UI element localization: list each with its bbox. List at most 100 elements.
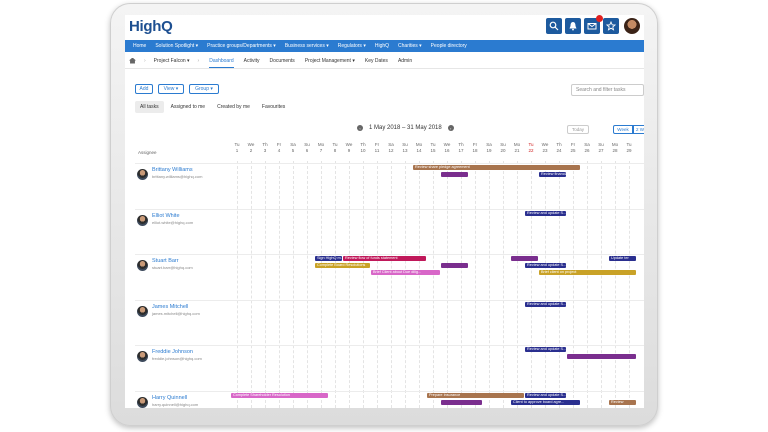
assignee-avatar bbox=[137, 351, 148, 362]
task-bar[interactable]: Prepare Insurance bbox=[427, 392, 524, 398]
filter-tab[interactable]: Favourites bbox=[261, 104, 286, 110]
today-button[interactable]: Today bbox=[567, 125, 589, 134]
grid-column-line bbox=[349, 161, 350, 408]
project-breadcrumb[interactable]: Project Falcon ▾ bbox=[153, 57, 190, 64]
filter-tab[interactable]: Created by me bbox=[217, 104, 250, 110]
task-bar[interactable]: Review and update S... bbox=[525, 347, 566, 352]
nav-item[interactable]: Home bbox=[133, 43, 147, 49]
assignee-name[interactable]: Freddie Johnson bbox=[152, 349, 193, 355]
assignee-email: brittany.williams@highq.com bbox=[152, 174, 203, 179]
home-icon[interactable] bbox=[129, 57, 136, 64]
grid-column-line bbox=[293, 161, 294, 408]
chevron-left-icon[interactable]: ‹ bbox=[357, 125, 363, 131]
assignee-avatar bbox=[137, 214, 148, 226]
nav-item[interactable]: HighQ bbox=[374, 43, 390, 49]
assignee-cell: Harry Quinnell harry.quinnell@highq.com bbox=[137, 395, 198, 408]
assignee-avatar bbox=[137, 169, 148, 180]
star-icon[interactable] bbox=[603, 18, 619, 34]
nav-item[interactable]: Regulators ▾ bbox=[337, 43, 366, 49]
task-bar[interactable]: Review bbox=[609, 399, 636, 405]
tab-strip: Dashboard Activity Documents Project Manage… bbox=[209, 54, 412, 68]
day-header: Tu 15 bbox=[430, 142, 436, 153]
tab-item[interactable]: Key Dates bbox=[364, 57, 388, 64]
row-divider bbox=[135, 254, 644, 255]
nav-item[interactable]: People directory bbox=[430, 43, 467, 49]
tab-item[interactable]: Dashboard bbox=[209, 58, 234, 68]
task-bar[interactable]: Review and update S... bbox=[525, 263, 566, 268]
task-bar[interactable]: Complete Shareholder Resolution bbox=[231, 392, 328, 398]
day-header: Su 6 bbox=[304, 142, 310, 153]
grid-column-line bbox=[405, 161, 406, 408]
nav-item[interactable]: Business services ▾ bbox=[284, 43, 329, 49]
grid-column-line bbox=[615, 161, 616, 408]
task-bar[interactable]: Brief client on project bbox=[539, 270, 636, 275]
day-header: Su 27 bbox=[598, 142, 604, 153]
grid-column-line bbox=[475, 161, 476, 408]
filter-tab[interactable]: All tasks bbox=[135, 101, 164, 113]
tab-item[interactable]: Documents bbox=[269, 57, 295, 64]
assignee-name[interactable]: Harry Quinnell bbox=[152, 394, 188, 401]
two-week-button[interactable]: 2 W bbox=[633, 125, 644, 134]
assignee-name[interactable]: Elliot White bbox=[152, 212, 180, 219]
nav-item[interactable]: Charities ▾ bbox=[398, 43, 422, 49]
assignee-info: Elliot White elliot.white@highq.com bbox=[152, 213, 193, 226]
assignee-name[interactable]: James Mitchell bbox=[152, 303, 189, 310]
date-range-label: 1 May 2018 – 31 May 2018 bbox=[369, 125, 442, 131]
tab-item[interactable]: Project Management ▾ bbox=[304, 57, 355, 64]
day-header: Tu 1 bbox=[234, 142, 240, 153]
filter-tab[interactable]: Assigned to me bbox=[170, 104, 206, 110]
task-bar[interactable]: Review and update S... bbox=[525, 301, 566, 307]
assignee-email: elliot.white@highq.com bbox=[152, 219, 194, 225]
task-bar[interactable] bbox=[511, 256, 538, 261]
task-bar[interactable]: Review and update S... bbox=[525, 392, 566, 398]
grid-column-line bbox=[279, 161, 280, 408]
task-bar[interactable]: Complete Board Resolutions bbox=[315, 263, 370, 268]
task-bar[interactable] bbox=[567, 354, 636, 359]
search-icon[interactable] bbox=[546, 18, 562, 34]
day-header: We 2 bbox=[247, 142, 255, 153]
task-bar[interactable]: Review financials bbox=[539, 172, 566, 177]
tab-item[interactable]: Admin bbox=[397, 57, 413, 64]
assignee-cell: Brittany Williams brittany.williams@highq… bbox=[137, 167, 202, 180]
grid-column-line bbox=[377, 161, 378, 408]
add-button[interactable]: Add bbox=[135, 84, 153, 94]
view-dropdown[interactable]: View ▾ bbox=[158, 84, 184, 94]
bell-icon[interactable] bbox=[565, 18, 581, 34]
search-input[interactable]: Search and filter tasks bbox=[571, 84, 644, 96]
grid-column-line bbox=[629, 161, 630, 408]
filter-tabs: All tasks Assigned to me Created by me Favo… bbox=[135, 101, 290, 113]
assignee-info: James Mitchell james.mitchell@highq.com bbox=[152, 304, 200, 317]
assignee-info: Brittany Williams brittany.williams@highq… bbox=[152, 167, 202, 180]
app-screen: HighQ Home Solution Spotlight ▾ Practice g… bbox=[125, 15, 644, 408]
task-bar[interactable]: Review flow of funds statement bbox=[343, 256, 426, 261]
highq-logo[interactable]: HighQ bbox=[129, 18, 173, 35]
task-bar[interactable] bbox=[441, 172, 468, 177]
mail-icon[interactable] bbox=[584, 15, 603, 34]
user-avatar[interactable] bbox=[624, 18, 640, 34]
group-dropdown[interactable]: Group ▾ bbox=[189, 84, 219, 94]
grid-column-line bbox=[265, 161, 266, 408]
grid-column-line bbox=[545, 161, 546, 408]
task-bar[interactable]: Sign HighQ m... bbox=[315, 256, 342, 261]
assignee-email: james.mitchell@highq.com bbox=[152, 310, 200, 316]
task-bar[interactable]: Review share pledge agreement bbox=[413, 165, 580, 170]
day-header: Fr 4 bbox=[276, 142, 282, 153]
nav-item[interactable]: Practice groups/Departments ▾ bbox=[207, 43, 276, 49]
task-bar[interactable] bbox=[441, 399, 482, 405]
task-bar[interactable]: Brief Client about Due dilig... bbox=[371, 270, 440, 275]
grid-column-line bbox=[391, 161, 392, 408]
assignee-name[interactable]: Stuart Barr bbox=[152, 258, 179, 264]
notification-badge bbox=[596, 15, 603, 22]
task-bar[interactable] bbox=[441, 263, 468, 268]
assignee-name[interactable]: Brittany Williams bbox=[152, 167, 193, 173]
nav-item[interactable]: Solution Spotlight ▾ bbox=[155, 43, 199, 49]
task-bar[interactable]: Update ter bbox=[609, 256, 636, 261]
week-button[interactable]: Week bbox=[613, 125, 633, 134]
chevron-right-icon[interactable]: › bbox=[447, 125, 454, 131]
task-bar[interactable]: Client to approve board agre... bbox=[511, 399, 580, 405]
grid-column-line bbox=[517, 161, 518, 408]
day-header: Fr 25 bbox=[570, 142, 576, 153]
grid-column-line bbox=[307, 161, 308, 408]
task-bar[interactable]: Review and update S... bbox=[525, 210, 566, 216]
tab-item[interactable]: Activity bbox=[243, 57, 260, 64]
